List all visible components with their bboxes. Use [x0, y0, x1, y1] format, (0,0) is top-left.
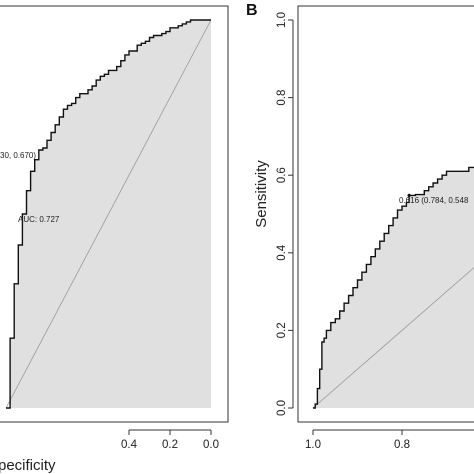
panel-a-x-axis: 0.4 0.2 0.0 — [121, 429, 219, 451]
x-tick-label: 0.8 — [394, 439, 410, 451]
y-tick-label: 0.8 — [276, 90, 288, 106]
y-tick-label: 0.6 — [276, 167, 288, 183]
panel-a-x-axis-title: pecificity — [0, 457, 56, 474]
y-tick-label: 0.2 — [276, 322, 288, 338]
panel-b-y-axis-title: Sensitivity — [253, 160, 270, 228]
panel-a-diagonal — [5, 19, 212, 409]
x-tick-label: 1.0 — [305, 439, 321, 451]
panel-a: 0.4 0.2 0.0 30, 0.670) AUC: 0.727 pecifici… — [0, 5, 229, 474]
panel-a-cutoff-annotation: 30, 0.670) — [0, 151, 36, 160]
panel-b-cutoff-point — [407, 193, 411, 197]
panel-a-frame — [0, 5, 229, 423]
y-tick-label: 1.0 — [276, 12, 288, 28]
panel-b-label: B — [246, 2, 258, 19]
x-tick-label: 0.0 — [203, 439, 219, 451]
panel-b-auc-area — [313, 167, 474, 408]
panel-a-roc-curve — [6, 19, 211, 409]
x-tick-label: 0.4 — [121, 439, 138, 451]
panel-b: B 0.0 0.2 0.4 0.6 0.8 1.0 1.0 0.8 0.6 0.616 (0.… — [246, 2, 474, 451]
panel-b-roc-curve — [313, 166, 474, 409]
y-tick-label: 0.0 — [276, 400, 288, 416]
panel-b-y-axis: 0.0 0.2 0.4 0.6 0.8 1.0 — [276, 12, 294, 416]
panel-b-x-axis: 1.00.80.6 — [305, 429, 474, 451]
x-tick-label: 0.2 — [162, 439, 178, 451]
panel-a-auc-annotation: AUC: 0.727 — [18, 215, 60, 224]
panel-b-frame — [297, 5, 474, 423]
y-tick-label: 0.4 — [276, 244, 288, 261]
panel-b-cutoff-annotation: 0.616 (0.784, 0.548 — [399, 196, 469, 205]
panel-b-diagonal — [312, 267, 474, 409]
